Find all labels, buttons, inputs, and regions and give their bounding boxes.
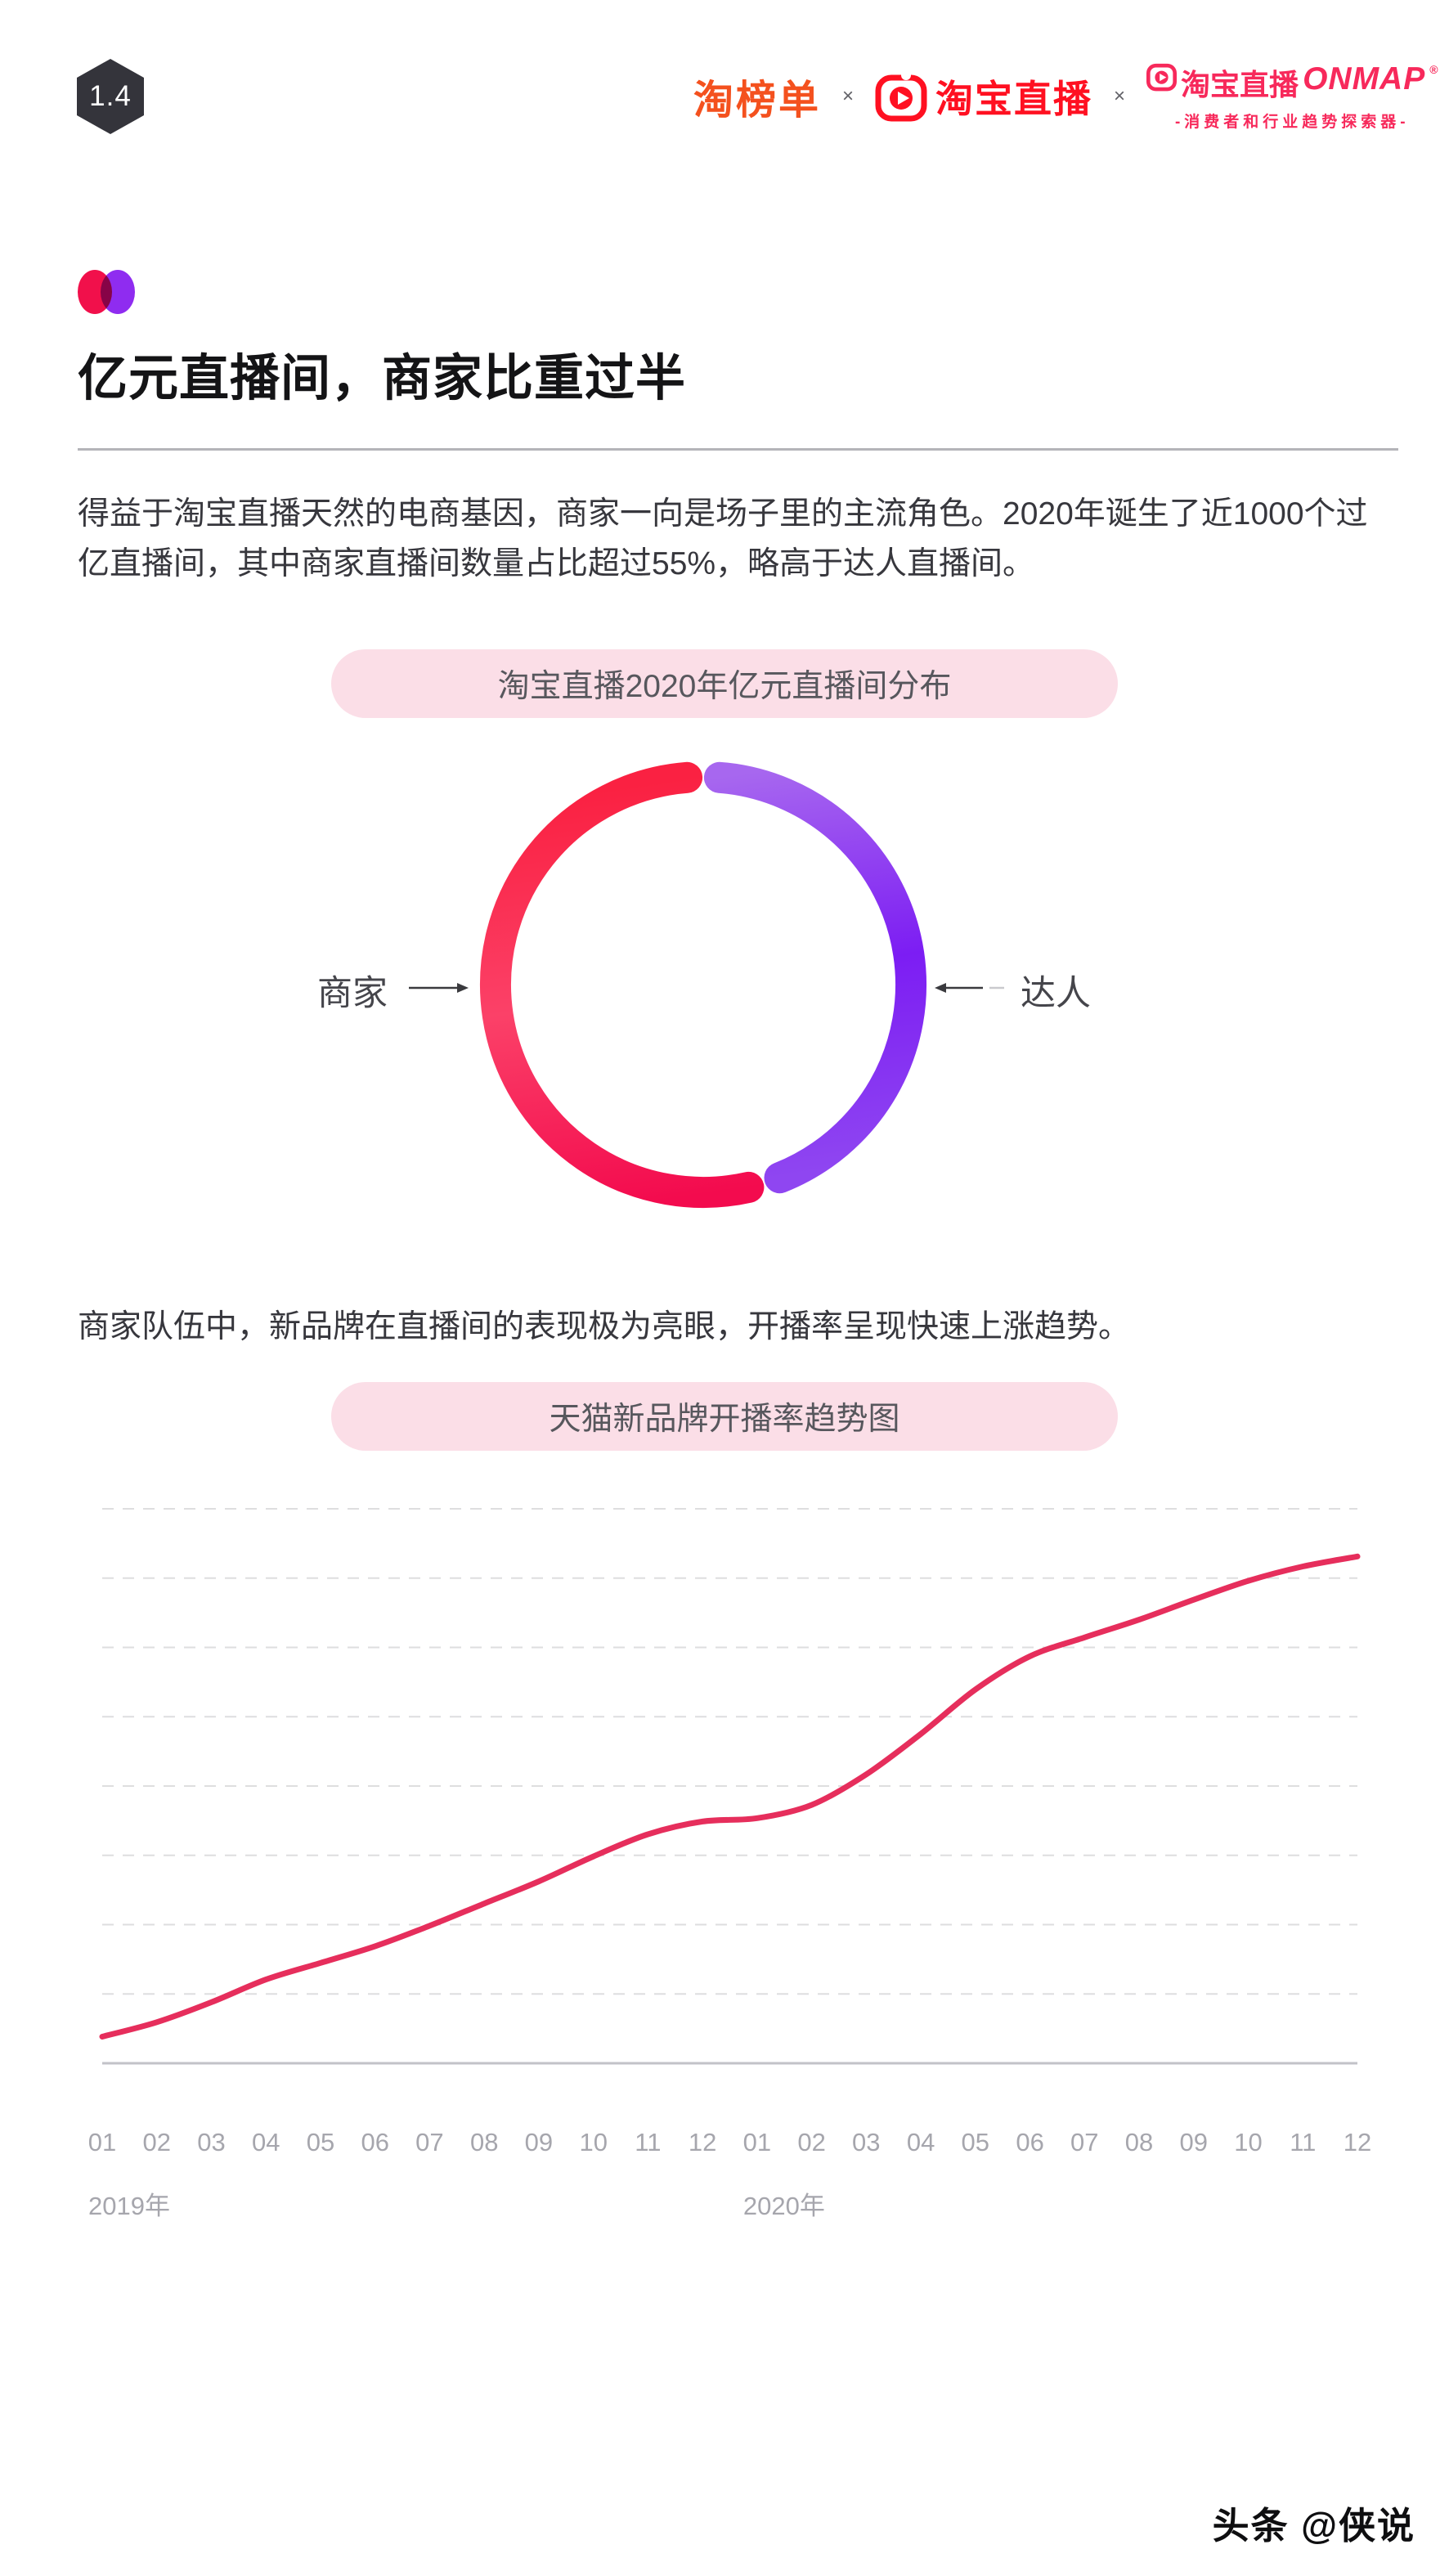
onmap-logo-line1: 淘宝直播 ONMAP ® [1146,61,1438,104]
watermark-credit: 头条 @侠说 [1212,2505,1415,2547]
taobao-live-wordmark: 淘宝直播 [935,78,1093,120]
x-tick-label: 09 [525,2128,553,2156]
line-chart-title-pill: 天猫新品牌开播率趋势图 [331,1382,1118,1451]
taobao-live-play-icon [875,70,927,122]
x-tick-label: 10 [579,2128,607,2156]
x-tick-label: 06 [1016,2128,1043,2156]
paragraph-2: 商家队伍中，新品牌在直播间的表现极为亮眼，开播率呈现快速上涨趋势。 [78,1309,1131,1344]
section-number-badge: 1.4 [77,59,144,134]
x-year-label: 2019年 [88,2192,170,2220]
dot-purple [101,270,135,314]
x-tick-label: 03 [197,2128,225,2156]
onmap-logo: 淘宝直播 ONMAP ® -消费者和行业趋势探索器- [1146,61,1438,132]
onmap-play-icon [1146,63,1178,92]
section-dot-icon [78,270,138,314]
x-tick-label: 04 [252,2128,280,2156]
x-tick-label: 07 [1070,2128,1098,2156]
x-tick-label: 09 [1180,2128,1208,2156]
donut-label-merchant: 商家 [317,974,388,1013]
x-year-label: 2020年 [743,2192,825,2220]
onmap-en-text: ONMAP [1303,61,1426,96]
arrow-left-icon [935,983,1004,993]
x-tick-label: 06 [361,2128,388,2156]
section-title: 亿元直播间，商家比重过半 [78,350,687,406]
x-tick-label: 02 [142,2128,170,2156]
logo-separator-2: × [1114,85,1126,107]
logo-separator-1: × [842,85,855,107]
donut-chart [480,761,927,1209]
taobangdan-logo: 淘榜单 [693,78,822,123]
line-chart: 01 02 03 04 05 06 07 08 09 10 11 12 01 02 03 04 05 06 07 08… [88,1508,1371,2220]
x-tick-label: 12 [1344,2128,1371,2156]
taobao-live-logo: 淘宝直播 [875,70,1092,123]
x-tick-label: 12 [689,2128,716,2156]
x-tick-label: 08 [470,2128,498,2156]
paragraph-1: 得益于淘宝直播天然的电商基因，商家一向是场子里的主流角色。2020年诞生了近10… [78,496,1368,582]
x-tick-label: 11 [635,2128,661,2156]
header-logos: 淘榜单 × 淘宝直播 × 淘宝直播 ONMAP ® [693,54,1438,139]
x-tick-label: 01 [743,2128,771,2156]
donut-label-talent: 达人 [1021,974,1091,1013]
x-tick-label: 02 [797,2128,825,2156]
arrow-right-icon [409,983,469,993]
x-tick-label: 11 [1290,2128,1316,2156]
donut-chart-title: 淘宝直播2020年亿元直播间分布 [497,669,952,704]
registered-mark: ® [1429,63,1438,76]
x-tick-label: 01 [88,2128,116,2156]
x-tick-label: 07 [415,2128,443,2156]
x-tick-label: 10 [1234,2128,1262,2156]
title-divider [78,448,1398,451]
section-number: 1.4 [89,80,132,112]
donut-chart-title-pill: 淘宝直播2020年亿元直播间分布 [331,649,1118,718]
onmap-cn-text: 淘宝直播 [1181,68,1299,101]
x-tick-label: 04 [907,2128,935,2156]
onmap-tagline: -消费者和行业趋势探索器- [1174,114,1410,131]
line-chart-title: 天猫新品牌开播率趋势图 [549,1402,900,1437]
x-tick-label: 05 [307,2128,334,2156]
x-tick-label: 05 [962,2128,989,2156]
x-tick-label: 03 [852,2128,880,2156]
x-tick-label: 08 [1125,2128,1153,2156]
